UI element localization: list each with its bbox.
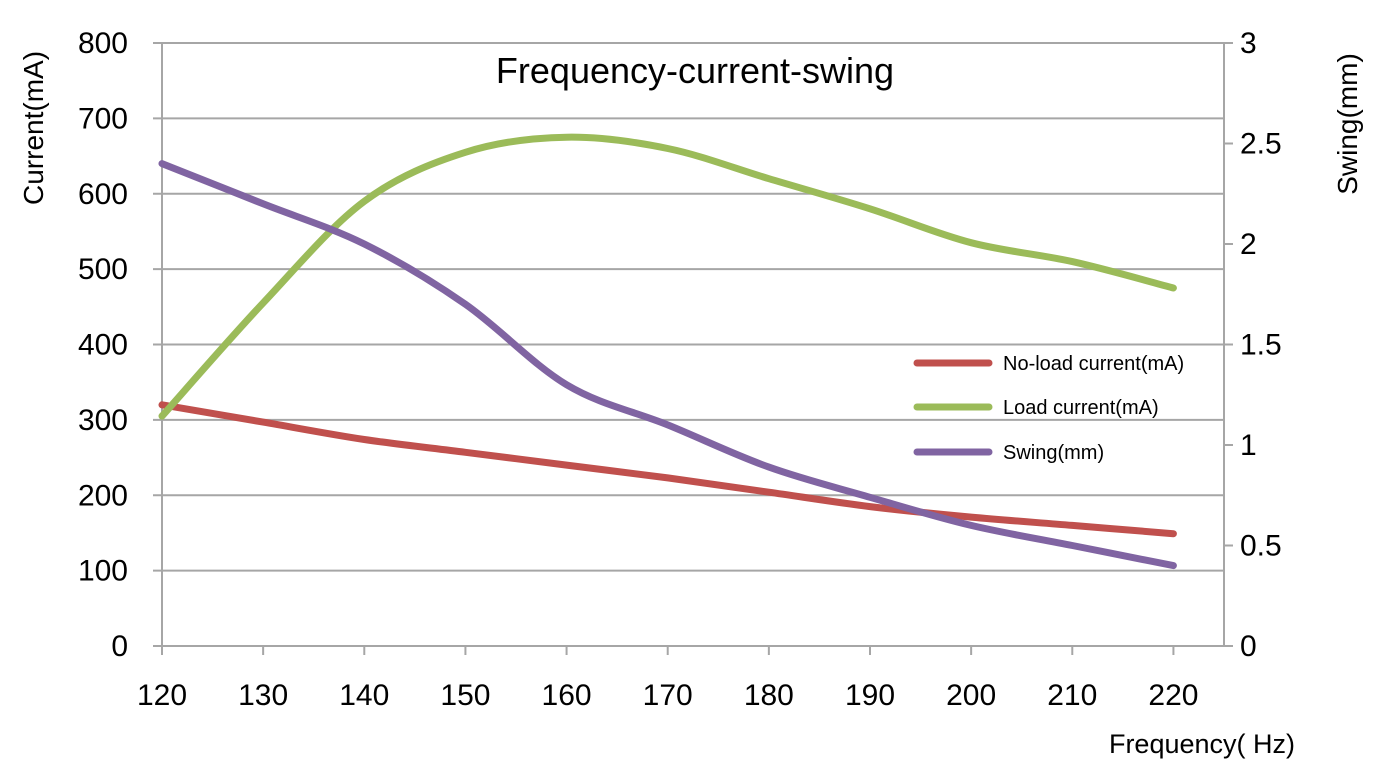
y-left-tick-label: 800 [78, 27, 128, 60]
legend: No-load current(mA) Load current(mA) Swing… [913, 353, 1184, 464]
x-axis-label: Frequency( Hz) [1109, 729, 1295, 759]
y-left-tick-label: 600 [78, 178, 128, 211]
y-left-tick-label: 0 [111, 630, 128, 663]
y-right-tick-label: 2.5 [1240, 128, 1282, 161]
y-right-tick-label: 0.5 [1240, 530, 1282, 563]
x-tick-label: 180 [744, 679, 794, 712]
tick-labels: 0 100 200 300 400 500 600 700 800 0 0.5 1 1.5 2 2.5 3 12… [78, 27, 1282, 712]
x-tick-label: 130 [238, 679, 288, 712]
y-axis-left-label: Current(mA) [18, 51, 49, 205]
gridlines [162, 42, 1224, 572]
y-axis-right-label: Swing(mm) [1332, 53, 1363, 195]
series-line-1 [158, 401, 1177, 538]
series-line-3 [158, 160, 1177, 570]
y-left-tick-label: 400 [78, 329, 128, 362]
legend-label: Swing(mm) [1003, 442, 1104, 464]
y-right-tick-label: 1 [1240, 429, 1257, 462]
y-left-tick-label: 500 [78, 253, 128, 286]
axes [153, 42, 1233, 655]
legend-label: Load current(mA) [1003, 397, 1159, 419]
y-left-tick-label: 700 [78, 102, 128, 135]
y-right-tick-label: 2 [1240, 228, 1257, 261]
y-right-tick-label: 3 [1240, 27, 1257, 60]
x-tick-label: 220 [1148, 679, 1198, 712]
x-tick-label: 190 [845, 679, 895, 712]
y-right-tick-label: 1.5 [1240, 329, 1282, 362]
x-tick-label: 210 [1047, 679, 1097, 712]
y-left-tick-label: 300 [78, 404, 128, 437]
y-left-tick-label: 200 [78, 479, 128, 512]
chart-title: Frequency-current-swing [496, 50, 894, 91]
legend-label: No-load current(mA) [1003, 353, 1184, 375]
x-tick-label: 200 [946, 679, 996, 712]
y-right-tick-label: 0 [1240, 630, 1257, 663]
y-left-tick-label: 100 [78, 555, 128, 588]
x-tick-label: 160 [542, 679, 592, 712]
x-tick-label: 120 [137, 679, 187, 712]
series-lines [158, 133, 1177, 570]
series-line-2 [158, 133, 1177, 420]
x-tick-label: 140 [339, 679, 389, 712]
x-tick-label: 150 [440, 679, 490, 712]
x-tick-label: 170 [643, 679, 693, 712]
